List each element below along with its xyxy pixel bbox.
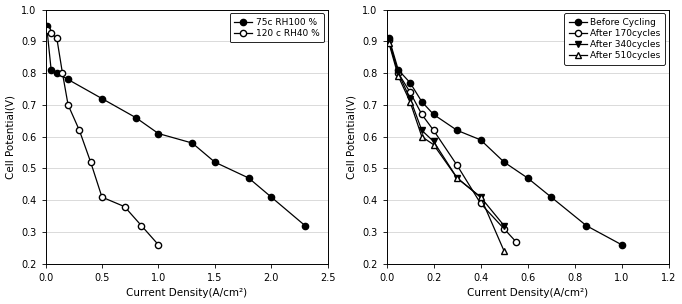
X-axis label: Current Density(A/cm²): Current Density(A/cm²) <box>467 288 588 299</box>
75c RH100 % <box>47 68 55 72</box>
75c RH100 % <box>245 176 253 180</box>
After 340cycles <box>406 97 414 100</box>
Y-axis label: Cell Potential(V): Cell Potential(V) <box>5 95 16 179</box>
After 510cycles <box>430 143 438 147</box>
120 c RH40 % <box>64 103 72 107</box>
75c RH100 % <box>132 116 140 119</box>
75c RH100 % <box>154 132 162 135</box>
120 c RH40 % <box>154 243 162 247</box>
120 c RH40 % <box>121 205 129 209</box>
75c RH100 % <box>188 141 196 145</box>
After 170cycles <box>394 71 402 75</box>
After 170cycles <box>500 227 508 231</box>
Before Cycling <box>547 195 555 199</box>
X-axis label: Current Density(A/cm²): Current Density(A/cm²) <box>126 288 247 299</box>
After 170cycles <box>406 90 414 94</box>
After 170cycles <box>418 113 426 116</box>
After 170cycles <box>385 38 393 42</box>
After 340cycles <box>500 224 508 227</box>
120 c RH40 % <box>53 36 61 40</box>
120 c RH40 % <box>98 195 106 199</box>
After 510cycles <box>394 74 402 78</box>
After 510cycles <box>453 176 461 180</box>
Before Cycling <box>406 81 414 85</box>
After 340cycles <box>394 71 402 75</box>
75c RH100 % <box>53 71 61 75</box>
75c RH100 % <box>98 97 106 100</box>
After 340cycles <box>477 195 485 199</box>
120 c RH40 % <box>87 160 95 164</box>
Line: After 340cycles: After 340cycles <box>386 38 507 229</box>
Before Cycling <box>500 160 508 164</box>
75c RH100 % <box>267 195 276 199</box>
Before Cycling <box>582 224 591 227</box>
Before Cycling <box>418 100 426 104</box>
After 510cycles <box>500 249 508 253</box>
Before Cycling <box>430 113 438 116</box>
After 170cycles <box>477 202 485 205</box>
Y-axis label: Cell Potential(V): Cell Potential(V) <box>346 95 357 179</box>
Before Cycling <box>385 36 393 40</box>
75c RH100 % <box>301 224 309 227</box>
After 340cycles <box>385 40 393 43</box>
Before Cycling <box>477 138 485 142</box>
Line: After 510cycles: After 510cycles <box>386 40 507 254</box>
After 170cycles <box>512 240 520 244</box>
Line: 120 c RH40 %: 120 c RH40 % <box>44 27 162 248</box>
120 c RH40 % <box>75 129 83 132</box>
Before Cycling <box>618 243 626 247</box>
After 340cycles <box>418 129 426 132</box>
120 c RH40 % <box>47 32 55 35</box>
After 510cycles <box>385 41 393 45</box>
75c RH100 % <box>64 78 72 81</box>
After 510cycles <box>406 100 414 104</box>
Legend: 75c RH100 %, 120 c RH40 %: 75c RH100 %, 120 c RH40 % <box>230 13 324 43</box>
Legend: Before Cycling, After 170cycles, After 340cycles, After 510cycles: Before Cycling, After 170cycles, After 3… <box>564 13 665 65</box>
After 170cycles <box>453 164 461 167</box>
Line: 75c RH100 %: 75c RH100 % <box>44 23 308 229</box>
After 170cycles <box>430 129 438 132</box>
After 510cycles <box>418 135 426 139</box>
75c RH100 % <box>42 24 50 28</box>
Before Cycling <box>524 176 532 180</box>
120 c RH40 % <box>42 28 50 32</box>
Line: After 170cycles: After 170cycles <box>386 36 519 245</box>
Before Cycling <box>394 68 402 72</box>
75c RH100 % <box>211 160 219 164</box>
After 340cycles <box>453 176 461 180</box>
Line: Before Cycling: Before Cycling <box>386 35 625 248</box>
120 c RH40 % <box>137 224 145 227</box>
After 340cycles <box>430 140 438 143</box>
Before Cycling <box>453 129 461 132</box>
120 c RH40 % <box>59 71 67 75</box>
After 510cycles <box>477 195 485 199</box>
